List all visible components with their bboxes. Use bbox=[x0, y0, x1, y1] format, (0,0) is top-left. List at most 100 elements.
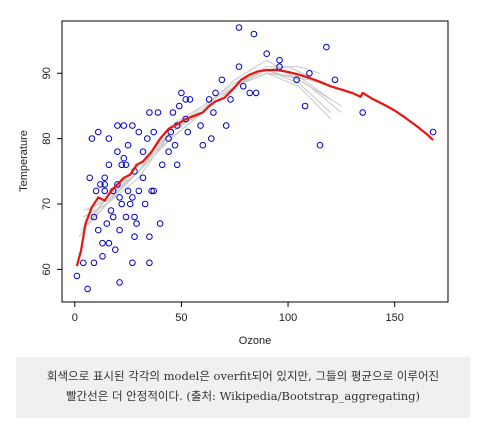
data-point-8 bbox=[92, 187, 100, 195]
data-point-20 bbox=[105, 135, 113, 142]
data-point-29 bbox=[116, 226, 123, 234]
data-point-80 bbox=[212, 89, 219, 97]
data-point-76 bbox=[199, 141, 207, 149]
individual-fit-line-8 bbox=[83, 59, 342, 218]
data-point-13 bbox=[99, 239, 106, 247]
data-point-39 bbox=[126, 200, 134, 208]
bagged-line-group bbox=[75, 68, 434, 267]
data-point-48 bbox=[135, 128, 143, 136]
data-point-97 bbox=[323, 43, 330, 51]
data-point-49 bbox=[139, 174, 147, 182]
data-point-72 bbox=[182, 96, 189, 103]
data-point-18 bbox=[105, 239, 113, 247]
data-point-92 bbox=[276, 56, 283, 64]
data-point-94 bbox=[301, 102, 309, 110]
data-point-32 bbox=[118, 161, 125, 169]
data-point-16 bbox=[101, 174, 108, 182]
data-point-100 bbox=[429, 128, 437, 136]
data-point-5 bbox=[88, 135, 96, 142]
x-tick-label-150: 150 bbox=[386, 312, 404, 324]
data-point-52 bbox=[144, 135, 151, 142]
data-point-34 bbox=[120, 122, 128, 129]
data-point-69 bbox=[176, 102, 183, 110]
data-point-61 bbox=[158, 161, 166, 169]
plot-frame bbox=[61, 20, 449, 303]
data-point-21 bbox=[107, 207, 115, 214]
data-point-25 bbox=[114, 181, 121, 188]
data-point-14 bbox=[101, 187, 108, 195]
data-point-55 bbox=[146, 109, 153, 116]
data-point-56 bbox=[148, 187, 155, 195]
data-point-60 bbox=[156, 220, 164, 227]
data-point-53 bbox=[146, 259, 153, 267]
data-point-75 bbox=[197, 122, 204, 129]
data-points bbox=[73, 24, 437, 293]
data-point-95 bbox=[306, 70, 313, 77]
data-point-24 bbox=[112, 246, 119, 253]
data-point-38 bbox=[124, 141, 132, 149]
data-point-73 bbox=[184, 128, 192, 136]
data-point-31 bbox=[118, 200, 125, 208]
data-point-74 bbox=[186, 96, 194, 103]
data-point-77 bbox=[205, 96, 213, 103]
data-point-98 bbox=[331, 76, 339, 84]
data-point-7 bbox=[90, 213, 98, 221]
data-point-66 bbox=[171, 141, 179, 149]
data-point-41 bbox=[129, 194, 136, 201]
data-point-43 bbox=[131, 233, 138, 240]
data-point-81 bbox=[218, 76, 226, 84]
data-point-46 bbox=[133, 220, 140, 227]
data-point-33 bbox=[120, 154, 128, 162]
data-point-93 bbox=[293, 76, 300, 84]
data-point-27 bbox=[114, 122, 121, 129]
x-tick-label-0: 0 bbox=[72, 312, 78, 324]
data-point-9 bbox=[95, 226, 102, 234]
data-point-82 bbox=[222, 122, 230, 129]
figure-caption: 회색으로 표시된 각각의 model은 overfit되어 있지만, 그들의 평… bbox=[16, 357, 470, 418]
data-point-44 bbox=[131, 213, 138, 221]
x-axis-label: Ozone bbox=[239, 335, 271, 347]
data-point-87 bbox=[246, 89, 253, 97]
data-point-90 bbox=[263, 50, 271, 58]
data-point-36 bbox=[122, 161, 130, 169]
data-point-30 bbox=[116, 194, 123, 201]
data-point-15 bbox=[101, 181, 108, 188]
data-point-70 bbox=[178, 89, 185, 97]
x-tick-label-50: 50 bbox=[175, 312, 187, 324]
individual-fit-line-7 bbox=[80, 69, 332, 231]
data-point-63 bbox=[165, 135, 172, 142]
individual-fits bbox=[78, 59, 353, 237]
data-point-28 bbox=[116, 279, 123, 286]
data-point-67 bbox=[173, 161, 181, 169]
data-point-57 bbox=[150, 187, 157, 195]
data-point-22 bbox=[109, 213, 117, 221]
data-point-2 bbox=[80, 259, 87, 267]
data-point-86 bbox=[240, 83, 247, 90]
data-point-99 bbox=[359, 109, 367, 116]
bagging-scatter-chart: 0 50 100 150 60 70 80 90 Ozone Temperature bbox=[18, 20, 449, 347]
y-tick-label-80: 80 bbox=[41, 133, 53, 145]
data-point-35 bbox=[122, 213, 130, 221]
data-point-26 bbox=[114, 148, 121, 155]
data-point-50 bbox=[139, 148, 147, 155]
data-point-3 bbox=[84, 285, 91, 293]
y-tick-label-60: 60 bbox=[41, 263, 53, 275]
data-point-83 bbox=[227, 96, 234, 103]
data-point-17 bbox=[103, 220, 111, 227]
data-point-40 bbox=[129, 259, 136, 267]
bagged-line bbox=[75, 68, 434, 267]
data-point-10 bbox=[95, 128, 102, 136]
data-point-11 bbox=[97, 181, 104, 188]
data-point-89 bbox=[252, 89, 260, 97]
data-point-85 bbox=[235, 24, 243, 31]
y-axis: 60 70 80 90 bbox=[41, 67, 62, 275]
data-point-96 bbox=[316, 141, 324, 149]
data-point-79 bbox=[210, 109, 217, 116]
data-point-58 bbox=[150, 128, 157, 136]
data-point-4 bbox=[86, 174, 93, 182]
data-point-64 bbox=[167, 128, 175, 136]
caption-line-2: 빨간선은 더 안정적이다. (출처: Wikipedia/Bootstrap_a… bbox=[65, 389, 421, 403]
data-point-65 bbox=[169, 109, 177, 116]
chart-area: 0 50 100 150 60 70 80 90 Ozone Temperature bbox=[18, 20, 449, 347]
x-axis: 0 50 100 150 bbox=[72, 302, 404, 324]
